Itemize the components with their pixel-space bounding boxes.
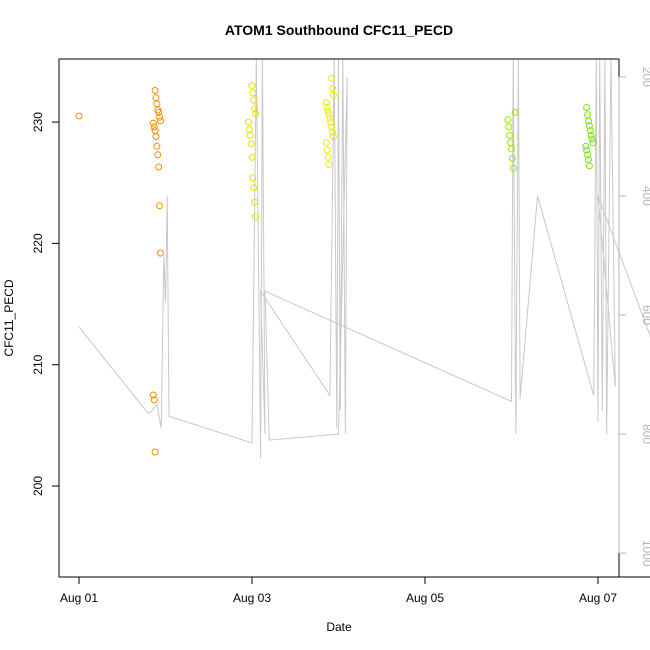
data-point <box>586 127 594 135</box>
data-point <box>587 131 595 139</box>
data-point <box>584 111 592 119</box>
data-point <box>251 198 259 206</box>
data-point <box>328 123 336 131</box>
data-point <box>244 118 252 126</box>
x-tick-label: Aug 07 <box>579 591 617 605</box>
data-point <box>585 122 593 130</box>
x-tick-label: Aug 01 <box>60 591 98 605</box>
data-point <box>330 133 337 141</box>
y-axis-label: CFC11_PECD <box>2 279 16 356</box>
data-point <box>508 155 516 162</box>
data-point <box>154 151 162 159</box>
data-point <box>504 116 512 124</box>
data-point <box>509 164 517 172</box>
y-axis: 200 210 220 230 <box>31 112 60 496</box>
data-point <box>246 131 254 139</box>
data-point <box>508 145 515 153</box>
data-point <box>582 142 590 150</box>
data-point <box>330 91 337 99</box>
data-point <box>585 162 593 170</box>
data-point <box>511 108 519 116</box>
data-point <box>322 99 330 107</box>
data-point <box>155 108 163 116</box>
y2-tick-label: 800 <box>640 424 650 444</box>
data-point <box>153 142 161 150</box>
y-tick-label: 200 <box>31 476 45 496</box>
data-point <box>322 139 330 147</box>
data-point <box>505 123 513 131</box>
x-tick-label: Aug 03 <box>233 591 271 605</box>
data-point <box>249 174 257 182</box>
data-point <box>324 153 332 161</box>
y2-axis: 200 400 600 800 1000 <box>618 67 650 567</box>
y-tick-label: 230 <box>31 112 45 132</box>
data-point <box>149 119 157 127</box>
data-point <box>252 213 260 221</box>
data-point <box>251 105 259 113</box>
chart-title: ATOM1 Southbound CFC11_PECD <box>225 22 453 38</box>
data-point <box>157 117 164 125</box>
data-point <box>585 117 592 125</box>
data-point <box>324 107 332 115</box>
data-point <box>329 128 337 136</box>
data-point <box>589 139 597 147</box>
data-point <box>325 161 333 168</box>
data-point <box>584 151 592 159</box>
data-point <box>328 74 336 82</box>
data-point <box>583 104 591 111</box>
x-axis-label: Date <box>326 620 352 634</box>
y2-tick-label: 200 <box>640 67 650 87</box>
data-point <box>150 396 158 404</box>
data-point <box>325 111 333 119</box>
data-point <box>151 448 159 456</box>
y2-tick-label: 400 <box>640 186 650 206</box>
data-point <box>588 135 596 143</box>
data-point <box>157 249 164 257</box>
data-point <box>323 146 331 154</box>
pressure-trace-layer <box>78 58 650 458</box>
data-point <box>155 163 163 171</box>
data-point <box>323 104 331 111</box>
data-point <box>248 153 256 161</box>
data-point <box>326 114 334 122</box>
data-point <box>156 113 164 121</box>
data-point <box>250 96 258 104</box>
data-point <box>151 87 159 94</box>
data-point <box>249 89 257 97</box>
y-tick-label: 220 <box>31 233 45 253</box>
data-point <box>583 146 591 154</box>
y2-tick-label: 1000 <box>640 540 650 567</box>
data-point <box>252 110 260 118</box>
data-point <box>329 84 337 92</box>
data-point <box>150 123 158 131</box>
data-point <box>156 202 164 210</box>
data-point <box>327 118 335 126</box>
data-point <box>152 133 160 141</box>
data-point <box>245 125 253 133</box>
data-point <box>250 184 258 192</box>
data-point <box>247 140 255 148</box>
data-point <box>149 391 157 399</box>
pressure-trace-line <box>78 58 650 458</box>
data-point <box>248 82 256 90</box>
scatter-points-layer <box>75 74 597 456</box>
data-point <box>151 127 159 135</box>
y2-tick-label: 600 <box>640 305 650 325</box>
data-point <box>506 131 514 139</box>
y-tick-label: 210 <box>31 354 45 374</box>
data-point <box>153 100 161 108</box>
data-point <box>152 94 160 102</box>
data-point <box>75 112 83 120</box>
x-tick-label: Aug 05 <box>406 591 444 605</box>
